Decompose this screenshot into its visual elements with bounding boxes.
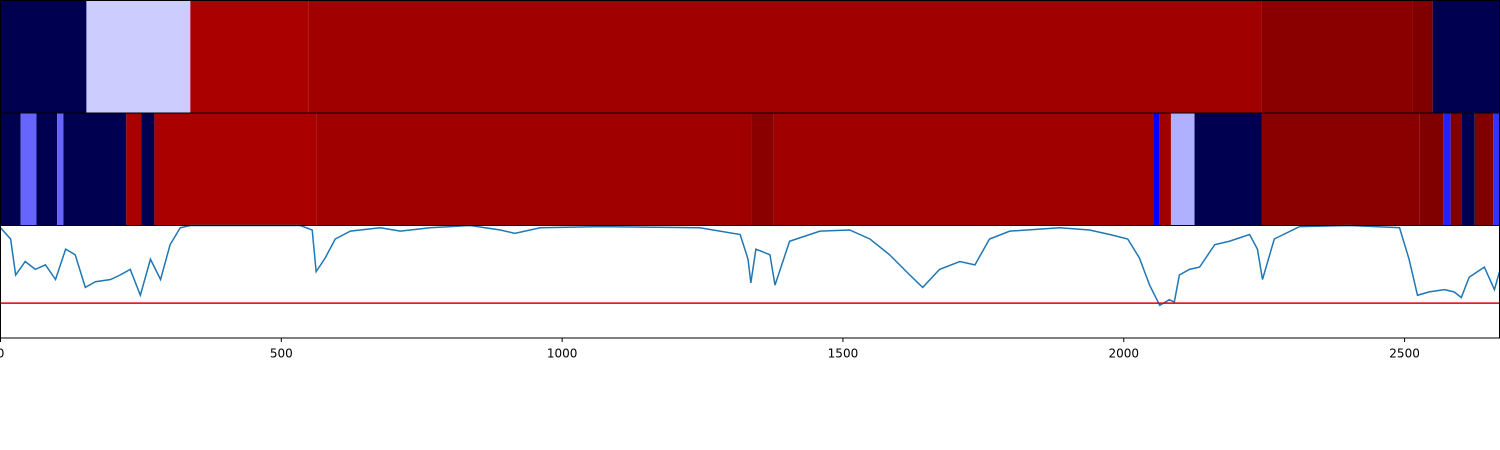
x-tick-label: 2500 [1389,347,1420,361]
segment [63,113,127,226]
segment [773,113,1154,226]
segment [36,113,58,226]
x-tick-label: 0 [0,347,4,361]
line [0,224,1500,307]
x-tick-label: 500 [270,347,293,361]
segment [1432,0,1500,113]
segment [1412,0,1433,113]
segment [57,113,64,226]
segment [1443,113,1451,226]
x-tick-label: 1000 [547,347,578,361]
segment [126,113,142,226]
segment [751,113,774,226]
segment [141,113,155,226]
segment [316,113,752,226]
segment [308,0,1262,113]
segment [1170,113,1195,226]
segment [1194,113,1262,226]
segment [190,0,309,113]
segment [1153,113,1160,226]
x-tick-label: 1500 [828,347,859,361]
segment [1461,113,1475,226]
segment [1493,113,1500,226]
x-tick-label: 2000 [1108,347,1139,361]
segment [1419,113,1444,226]
segment [1159,113,1171,226]
segment [1474,113,1494,226]
segment [20,113,37,226]
segment [0,0,87,113]
segment [86,0,191,113]
segment [1261,113,1420,226]
segment [154,113,317,226]
segment [1450,113,1462,226]
segment [1261,0,1413,113]
segment [0,113,21,226]
